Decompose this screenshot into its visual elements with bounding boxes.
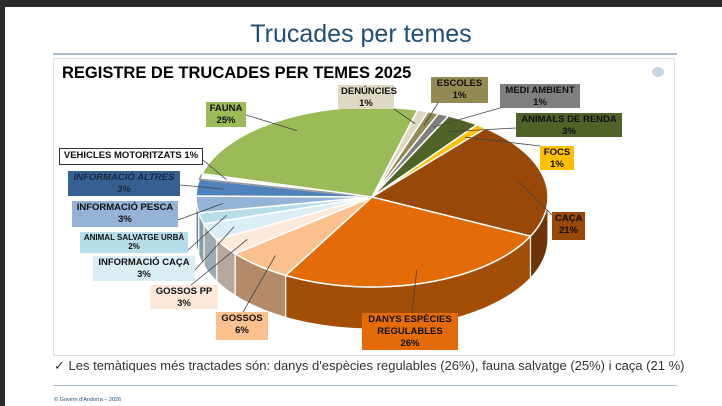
data-label-value: 1% — [533, 97, 547, 108]
data-label: FAUNA 25% — [206, 102, 246, 127]
data-label-value: 1% — [452, 90, 467, 101]
data-label: GOSSOS 6% — [216, 312, 268, 340]
data-label-value: 25% — [216, 115, 236, 126]
data-label-value: 3% — [562, 126, 576, 137]
data-label-name: INFORMACIÓ ALTRES — [73, 172, 175, 183]
data-label-name: INFORMACIÓ CAÇA — [98, 257, 190, 268]
title-divider — [53, 53, 677, 55]
data-label-name: FAUNA — [209, 103, 243, 114]
leader-line — [423, 102, 439, 126]
data-label: ANIMALS DE RENDA 3% — [516, 113, 622, 137]
data-label-value: 1% — [184, 150, 199, 161]
data-label-name: FOCS — [543, 147, 571, 158]
data-label: INFORMACIÓ CAÇA 3% — [93, 256, 195, 281]
data-label-value: 3% — [177, 298, 191, 309]
data-label: DANYS ESPÈCIES REGULABLES 26% — [362, 313, 458, 350]
data-label-name: DANYS ESPÈCIES REGULABLES — [368, 314, 452, 337]
data-label-value: 26% — [400, 338, 420, 349]
data-label-value: 3% — [117, 184, 131, 195]
leader-line — [393, 108, 416, 125]
data-label-name: DENÚNCIES — [341, 86, 397, 97]
data-label-name: ESCOLES — [436, 78, 483, 89]
summary-bullet: ✓ Les temàtiques més tractades són: dany… — [54, 358, 685, 373]
pie-slice-ca-a — [370, 127, 549, 238]
leader-line — [187, 214, 227, 251]
data-label: FOCS 1% — [540, 146, 574, 170]
pie-slice-danys-esp-cies-regulables — [284, 196, 532, 288]
data-label: INFORMACIÓ PESCA 3% — [72, 201, 178, 227]
data-label: DENÚNCIES 1% — [338, 85, 397, 109]
data-label-value: 1% — [359, 98, 373, 109]
data-label-name: MEDI AMBIENT — [505, 85, 575, 96]
data-label-name: GOSSOS PP — [155, 286, 213, 297]
data-label-name: ANIMAL SALVATGE URBÀ — [83, 233, 185, 242]
data-label: ANIMAL SALVATGE URBÀ 2% — [80, 232, 188, 253]
leader-line — [184, 239, 248, 291]
leader-line — [449, 127, 517, 132]
data-label-value: 3% — [137, 269, 151, 280]
pie-slice-animals-de-renda — [371, 115, 479, 198]
data-label: GOSSOS PP 3% — [150, 285, 218, 309]
leader-line — [411, 269, 418, 314]
leader-line — [242, 255, 276, 313]
pie-slice-gossos — [233, 196, 373, 277]
leader-line — [177, 203, 224, 221]
pie-slice-gossos-pp — [215, 196, 373, 255]
footer: © Govern d'Andorra – 2026 — [54, 397, 122, 403]
data-label-value: 2% — [128, 242, 140, 251]
data-label-name: CAÇA — [555, 213, 583, 224]
leader-line — [518, 180, 553, 216]
data-label: MEDI AMBIENT 1% — [500, 84, 580, 108]
data-label-name: INFORMACIÓ PESCA — [76, 202, 174, 213]
leader-line — [202, 159, 227, 180]
data-label-value: 1% — [550, 159, 564, 170]
data-label-name: ANIMALS DE RENDA — [521, 114, 617, 125]
data-label-value: 21% — [558, 225, 578, 236]
data-label-name: VEHICLES MOTORITZATS — [63, 150, 182, 161]
logo-icon — [652, 67, 664, 77]
slide-title: Trucades per temes — [250, 20, 472, 48]
data-label: INFORMACIÓ ALTRES 3% — [68, 171, 180, 196]
leader-line — [245, 114, 298, 132]
leader-line — [179, 184, 224, 190]
leader-line — [432, 107, 501, 128]
pie-slice-informaci-ca-a — [202, 196, 373, 241]
chart-title: REGISTRE DE TRUCADES PER TEMES 2025 — [62, 64, 412, 82]
data-label-value: 6% — [235, 325, 249, 336]
data-label: ESCOLES 1% — [431, 77, 488, 103]
data-label: CAÇA 21% — [552, 212, 585, 240]
footer-divider — [53, 385, 677, 386]
leader-line — [464, 136, 541, 147]
leader-line — [194, 226, 235, 271]
data-label-name: GOSSOS — [221, 313, 263, 324]
data-label: VEHICLES MOTORITZATS 1% — [59, 148, 203, 165]
data-label-value: 3% — [118, 214, 132, 225]
